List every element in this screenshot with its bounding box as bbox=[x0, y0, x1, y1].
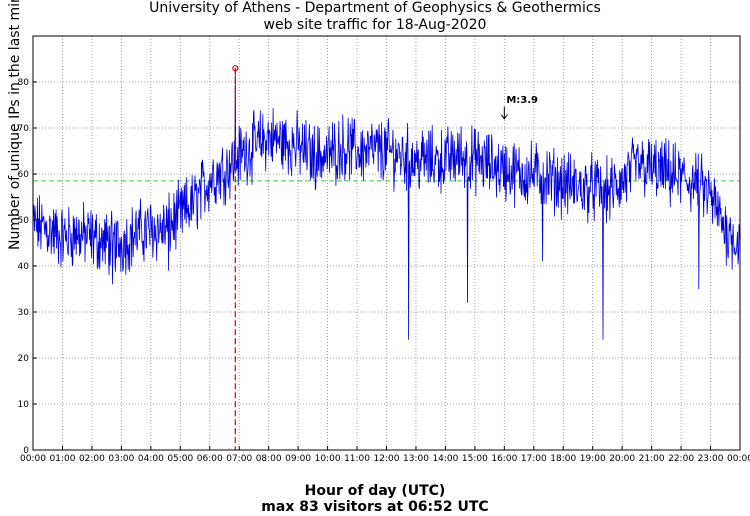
x-tick-label: 02:00 bbox=[79, 454, 105, 464]
plot-frame bbox=[32, 35, 741, 451]
y-tick-label: 10 bbox=[18, 400, 30, 410]
x-tick-label: 10:00 bbox=[315, 454, 341, 464]
x-tick-label: 19:00 bbox=[580, 454, 606, 464]
x-tick-label: 12:00 bbox=[374, 454, 400, 464]
y-tick-label: 30 bbox=[18, 308, 30, 318]
y-tick-label: 50 bbox=[18, 216, 30, 226]
chart-subtitle: web site traffic for 18-Aug-2020 bbox=[263, 17, 487, 33]
x-tick-label: 05:00 bbox=[167, 454, 193, 464]
annotation: M:3.9 bbox=[500, 95, 538, 120]
tick-labels: 00:00 01:00 02:00 03:00 04:00 05:00 06:00 07:00… bbox=[18, 78, 750, 464]
x-tick-label: 16:00 bbox=[491, 454, 517, 464]
x-tick-label: 06:00 bbox=[197, 454, 223, 464]
x-tick-label: 21:00 bbox=[639, 454, 665, 464]
x-tick-label: 09:00 bbox=[285, 454, 311, 464]
max-marker-point bbox=[232, 65, 239, 72]
x-tick-label: 01:00 bbox=[49, 454, 75, 464]
x-tick-label: 23:00 bbox=[698, 454, 724, 464]
traffic-series bbox=[32, 68, 741, 340]
chart-title: University of Athens - Department of Geo… bbox=[149, 0, 601, 16]
y-tick-label: 0 bbox=[23, 446, 29, 456]
y-tick-label: 80 bbox=[18, 78, 30, 88]
x-tick-label: 17:00 bbox=[521, 454, 547, 464]
grid-lines bbox=[33, 36, 740, 450]
axes bbox=[32, 35, 741, 451]
x-tick-label: 22:00 bbox=[668, 454, 694, 464]
x-tick-label: 08:00 bbox=[256, 454, 282, 464]
x-tick-label: 04:00 bbox=[138, 454, 164, 464]
y-tick-label: 70 bbox=[18, 124, 30, 134]
annotation-label: M:3.9 bbox=[506, 95, 538, 106]
traffic-line bbox=[32, 68, 741, 340]
x-tick-label: 18:00 bbox=[550, 454, 576, 464]
x-tick-label: 14:00 bbox=[432, 454, 458, 464]
y-tick-label: 40 bbox=[18, 262, 30, 272]
x-tick-label: 07:00 bbox=[226, 454, 252, 464]
y-tick-label: 20 bbox=[18, 354, 30, 364]
x-tick-label: 15:00 bbox=[462, 454, 488, 464]
x-tick-label: 00:00 bbox=[20, 454, 46, 464]
x-tick-label: 13:00 bbox=[403, 454, 429, 464]
x-axis-label: Hour of day (UTC) bbox=[304, 483, 446, 499]
annotation-arrow-head bbox=[500, 114, 508, 120]
max-marker bbox=[232, 65, 239, 450]
x-tick-label: 11:00 bbox=[344, 454, 370, 464]
max-visitors-label: max 83 visitors at 06:52 UTC bbox=[261, 499, 489, 515]
y-tick-label: 60 bbox=[18, 170, 30, 180]
x-tick-label: 03:00 bbox=[108, 454, 134, 464]
x-tick-label: 20:00 bbox=[609, 454, 635, 464]
x-tick-label: 00:00 bbox=[727, 454, 750, 464]
